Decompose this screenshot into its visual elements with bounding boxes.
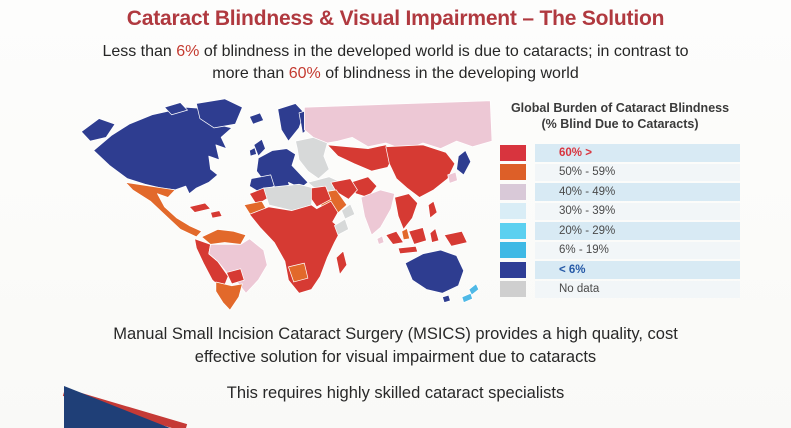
- region-greenland: [196, 98, 243, 129]
- legend-label: 6% - 19%: [535, 241, 740, 259]
- region-korea: [447, 171, 458, 184]
- subtitle-text: of blindness in the developed world is d…: [199, 43, 689, 60]
- legend-label: 40% - 49%: [535, 183, 740, 201]
- footer-line-1a: Manual Small Incision Cataract Surgery (…: [113, 325, 678, 343]
- region-somalia: [334, 218, 349, 236]
- decorative-wedge: [62, 386, 188, 428]
- legend-row-60-plus: 60% >: [500, 144, 740, 162]
- region-java: [397, 245, 419, 255]
- region-russia: [304, 100, 493, 151]
- region-canadian-islands: [164, 102, 188, 116]
- region-oman: [341, 203, 356, 220]
- region-scandinavia: [277, 103, 305, 142]
- page-title: Cataract Blindness & Visual Impairment –…: [0, 7, 791, 31]
- stat-6pct: 6%: [176, 43, 200, 60]
- region-alaska: [80, 118, 116, 142]
- region-venezuela-guyanas: [201, 228, 247, 245]
- region-philippines: [427, 200, 438, 219]
- legend-label: 20% - 29%: [535, 222, 740, 240]
- legend-label: 60% >: [535, 144, 740, 162]
- subtitle-line-2: more than 60% of blindness in the develo…: [0, 63, 791, 85]
- region-hispaniola: [210, 210, 223, 219]
- region-sumatra: [385, 230, 404, 245]
- subtitle: Less than 6% of blindness in the develop…: [0, 41, 791, 85]
- legend-swatch-sky-blue: [500, 242, 526, 259]
- footer-line-2: This requires highly skilled cataract sp…: [226, 384, 565, 402]
- page-title-text: Cataract Blindness & Visual Impairment –…: [126, 7, 665, 30]
- region-australia: [404, 249, 465, 294]
- legend-swatch-light-cyan: [500, 222, 526, 239]
- world-map: [80, 98, 493, 311]
- region-egypt: [311, 185, 332, 208]
- legend-label: 50% - 59%: [535, 163, 740, 181]
- region-japan: [456, 150, 472, 176]
- subtitle-text: more than: [212, 65, 289, 82]
- region-madagascar: [335, 250, 348, 275]
- legend-swatch-pale-blue: [500, 203, 526, 220]
- region-uk: [253, 138, 266, 157]
- region-ireland: [249, 147, 257, 157]
- footer-line-1b: effective solution for visual impairment…: [194, 348, 597, 366]
- legend-row-under-6: < 6%: [500, 261, 740, 279]
- region-namibia-botswana: [288, 262, 309, 283]
- region-malay-peninsula: [401, 228, 411, 241]
- map-legend: Global Burden of Cataract Blindness (% B…: [500, 100, 740, 298]
- legend-row-20-29: 20% - 29%: [500, 222, 740, 240]
- region-cuba: [188, 202, 211, 213]
- region-china: [385, 144, 456, 198]
- region-sri-lanka: [376, 235, 385, 245]
- legend-swatch-red: [500, 144, 526, 161]
- region-mexico-central-america: [125, 182, 203, 238]
- region-tasmania: [442, 294, 451, 303]
- region-borneo: [408, 227, 427, 245]
- wedge-blue-triangle: [64, 386, 170, 428]
- subtitle-text: Less than: [102, 43, 177, 60]
- legend-rows: 60% > 50% - 59% 40% - 49% 30% - 39% 20% …: [500, 144, 740, 298]
- stat-60pct: 60%: [288, 65, 321, 82]
- legend-title: Global Burden of Cataract Blindness (% B…: [500, 100, 740, 132]
- subtitle-text: of blindness in the developing world: [320, 65, 579, 82]
- region-sulawesi: [429, 228, 440, 243]
- region-new-guinea: [443, 230, 468, 247]
- region-india: [360, 189, 395, 236]
- legend-label: No data: [535, 280, 740, 298]
- world-map-figure: [76, 96, 493, 312]
- legend-row-no-data: No data: [500, 280, 740, 298]
- region-southeast-asia: [394, 193, 419, 230]
- region-argentina-chile: [215, 281, 243, 311]
- region-iceland: [249, 112, 264, 125]
- legend-title-line-1: Global Burden of Cataract Blindness: [510, 101, 730, 115]
- region-brazil: [208, 238, 268, 294]
- legend-label: < 6%: [535, 261, 740, 279]
- region-central-asia: [327, 144, 395, 172]
- legend-swatch-lavender: [500, 183, 526, 200]
- legend-row-6-19: 6% - 19%: [500, 241, 740, 259]
- legend-title-line-2: (% Blind Due to Cataracts): [541, 117, 699, 131]
- subtitle-line-1: Less than 6% of blindness in the develop…: [0, 41, 791, 63]
- legend-swatch-grey: [500, 281, 526, 298]
- legend-label: 30% - 39%: [535, 202, 740, 220]
- region-sub-saharan-africa: [249, 200, 342, 294]
- footer-text: Manual Small Incision Cataract Surgery (…: [0, 323, 791, 405]
- legend-row-30-39: 30% - 39%: [500, 202, 740, 220]
- region-bolivia: [226, 268, 245, 285]
- legend-swatch-navy: [500, 261, 526, 278]
- region-new-zealand-south: [461, 292, 473, 303]
- legend-row-40-49: 40% - 49%: [500, 183, 740, 201]
- region-eastern-europe: [295, 136, 330, 180]
- legend-row-50-59: 50% - 59%: [500, 163, 740, 181]
- legend-swatch-orange: [500, 164, 526, 181]
